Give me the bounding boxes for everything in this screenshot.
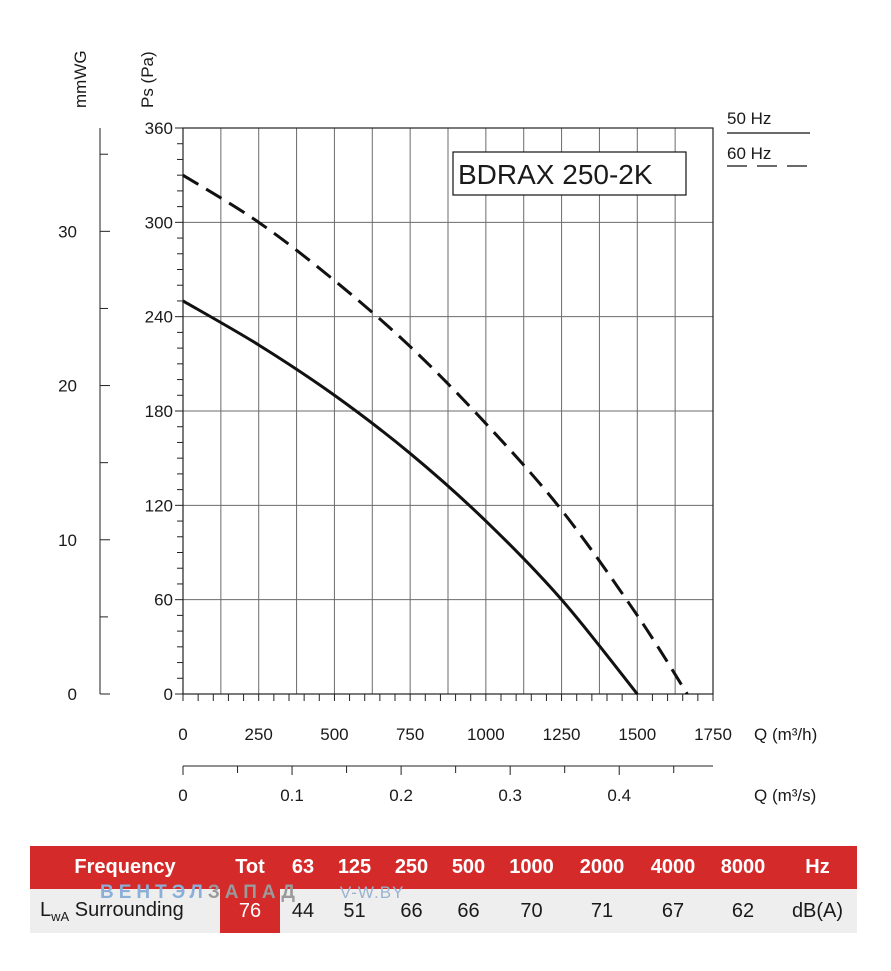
x-axis-ticks: 0 250 500 750 1000 1250 1500 1750	[178, 725, 732, 744]
value-tot: 76	[220, 889, 280, 933]
header-63: 63	[280, 846, 326, 889]
m3s-tick-label: 0.3	[498, 786, 522, 805]
x-tick-label: 250	[245, 725, 273, 744]
x-tick-label: 1500	[618, 725, 656, 744]
y-tick-label: 0	[164, 685, 173, 704]
table-header-row: Frequency Tot 63 125 250 500 1000 2000 4…	[30, 846, 857, 889]
row-label-lwa-surrounding: LwA Surrounding	[30, 889, 220, 933]
x-tick-label: 1750	[694, 725, 732, 744]
fan-performance-chart: 0 60 120 180 240 300 360 0 10 20 30 0 250 500 750 100…	[58, 50, 817, 805]
y-tick-label: 180	[145, 402, 173, 421]
minor-ticks	[175, 127, 714, 701]
header-4000: 4000	[638, 846, 708, 889]
watermark-part1: ВЕНТЭЛ	[100, 882, 208, 903]
y-tick-label: 360	[145, 119, 173, 138]
value-unit: dB(A)	[778, 889, 857, 933]
m3s-tick-label: 0	[178, 786, 187, 805]
x-tick-label: 1000	[467, 725, 505, 744]
title-box	[452, 151, 687, 196]
x-tick-label: 500	[320, 725, 348, 744]
mmwg-axis-ticks: 0 10 20 30	[58, 153, 110, 704]
y-tick-label: 120	[145, 496, 173, 515]
y-tick-label: 240	[145, 308, 173, 327]
value-63: 44	[280, 889, 326, 933]
table-row: LwA Surrounding 76 44 51 66 66 70 71 67 …	[30, 889, 857, 933]
mmwg-tick-label: 10	[58, 531, 77, 550]
header-1000: 1000	[497, 846, 566, 889]
row-label-rest: Surrounding	[69, 898, 184, 921]
mmwg-tick-label: 30	[58, 222, 77, 241]
x-tick-label: 0	[178, 725, 187, 744]
mmwg-tick-label: 0	[68, 685, 77, 704]
y-tick-label: 60	[154, 591, 173, 610]
x-tick-label: 750	[396, 725, 424, 744]
value-125: 51	[326, 889, 383, 933]
row-label-sub: wA	[51, 908, 70, 924]
x2-axis-title: Q (m³/s)	[754, 786, 816, 805]
mmwg-tick-label: 20	[58, 377, 77, 396]
legend-label-60hz: 60 Hz	[727, 144, 771, 163]
value-1000: 70	[497, 889, 566, 933]
plot-frame	[182, 127, 714, 695]
header-tot: Tot	[220, 846, 280, 889]
header-8000: 8000	[708, 846, 778, 889]
watermark-part3: V-W.BY	[339, 883, 405, 902]
header-hz: Hz	[778, 846, 857, 889]
header-frequency: Frequency	[30, 846, 220, 889]
series-line-50hz	[182, 299, 639, 695]
value-250: 66	[383, 889, 440, 933]
watermark-part2: ЗАПАД	[207, 882, 300, 903]
legend-label-50hz: 50 Hz	[727, 109, 771, 128]
m3s-tick-label: 0.1	[280, 786, 304, 805]
sound-power-table: Frequency Tot 63 125 250 500 1000 2000 4…	[30, 846, 857, 933]
series	[182, 173, 689, 695]
watermark: ВЕНТЭЛЗАПАД V-W.BY	[100, 882, 404, 904]
value-500: 66	[440, 889, 497, 933]
chart-title: BDRAX 250-2K	[458, 159, 653, 190]
header-125: 125	[326, 846, 383, 889]
header-500: 500	[440, 846, 497, 889]
header-2000: 2000	[566, 846, 638, 889]
x-axis-title: Q (m³/h)	[754, 725, 817, 744]
y2-axis-title: mmWG	[71, 50, 90, 108]
value-4000: 67	[638, 889, 708, 933]
value-2000: 71	[566, 889, 638, 933]
m3s-tick-label: 0.4	[607, 786, 631, 805]
y-tick-label: 300	[145, 213, 173, 232]
y-axis-ticks: 0 60 120 180 240 300 360	[145, 119, 173, 704]
m3s-tick-label: 0.2	[389, 786, 413, 805]
x-tick-label: 1250	[543, 725, 581, 744]
row-label-main: L	[40, 898, 52, 921]
value-8000: 62	[708, 889, 778, 933]
m3s-axis: 0 0.1 0.2 0.3 0.4	[178, 766, 675, 805]
header-250: 250	[383, 846, 440, 889]
y-axis-title: Ps (Pa)	[138, 51, 157, 108]
